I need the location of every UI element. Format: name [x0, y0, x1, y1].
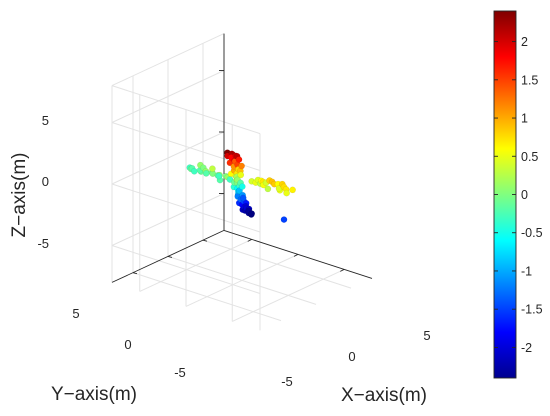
z-tick-label: 5	[42, 113, 49, 128]
y-tick-label: 5	[72, 306, 79, 321]
colorbar-tick-label: 0.5	[521, 150, 538, 164]
x-tick-labels: -5 0 5	[281, 328, 430, 389]
z-tick-label: -5	[37, 236, 49, 251]
x-tick	[247, 238, 252, 242]
axes-box	[111, 33, 373, 283]
y-tick	[167, 255, 173, 258]
scatter-point	[237, 171, 245, 179]
y-tick-label: -5	[174, 365, 186, 380]
colorbar-tick-label: -1	[521, 265, 532, 279]
y-tick-label: 0	[124, 337, 131, 352]
colorbar-tick-label: -0.5	[521, 226, 543, 240]
x-tick-label: 0	[348, 349, 355, 364]
z-tick-label: 0	[42, 174, 49, 189]
x-tick	[340, 268, 345, 272]
scatter-point	[209, 165, 216, 173]
scatter-point	[202, 170, 210, 177]
scatter-point	[238, 162, 245, 170]
grid-line	[202, 239, 352, 289]
y-tick-labels: 5 0 -5	[72, 306, 185, 380]
colorbar-ticks	[494, 41, 516, 348]
z-axis-label: Z−axis(m)	[9, 153, 30, 238]
grid-line	[111, 245, 261, 294]
scatter-point	[190, 167, 198, 175]
pane-edge	[111, 33, 225, 87]
scatter-point	[248, 210, 256, 217]
y-tick	[202, 239, 208, 242]
scatter-point	[215, 172, 223, 180]
scatter-point	[289, 186, 296, 194]
pane-edge	[111, 85, 261, 135]
scatter-point	[280, 216, 288, 223]
scatter-points	[186, 149, 296, 223]
scatter-point	[235, 156, 243, 163]
grid-line	[132, 272, 282, 322]
x-tick	[293, 253, 299, 257]
scatter-point	[283, 189, 290, 197]
grid-line	[111, 70, 225, 123]
colorbar-tick-label: -2	[521, 341, 532, 355]
x-tick-label: 5	[423, 328, 430, 343]
colorbar-tick-label: 1	[521, 112, 528, 126]
colorbar-tick-label: 0	[521, 188, 528, 202]
grid-line	[167, 255, 317, 305]
colorbar-tick-label: 2	[521, 35, 528, 49]
scatter-point	[239, 194, 247, 202]
grid-line	[111, 183, 261, 233]
y-axis-label: Y−axis(m)	[51, 384, 137, 405]
scatter-point	[264, 185, 272, 193]
scatter-point	[238, 183, 246, 190]
y-tick	[132, 272, 138, 275]
colorbar-tick-label: 1.5	[521, 73, 538, 87]
colorbar-tick-labels: 2 1.5 1 0.5 0 -0.5 -1 -1.5 -2	[521, 35, 543, 355]
colorbar-tick-label: -1.5	[521, 303, 543, 317]
x-tick-label: -5	[281, 374, 293, 389]
colorbar: 2 1.5 1 0.5 0 -0.5 -1 -1.5 -2	[493, 10, 543, 379]
grid-line	[111, 193, 225, 246]
z-tick-labels: 5 0 -5	[37, 113, 49, 251]
grid-line	[111, 131, 225, 185]
x-axis-label: X−axis(m)	[341, 385, 427, 406]
